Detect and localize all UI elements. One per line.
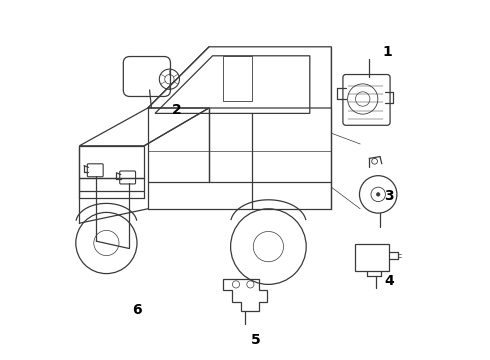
Text: 6: 6 (132, 303, 142, 316)
Text: 5: 5 (251, 333, 261, 347)
Text: 4: 4 (384, 274, 394, 288)
Text: 3: 3 (384, 189, 394, 203)
Circle shape (376, 193, 380, 196)
Text: 2: 2 (172, 103, 181, 117)
Text: 1: 1 (382, 45, 392, 59)
